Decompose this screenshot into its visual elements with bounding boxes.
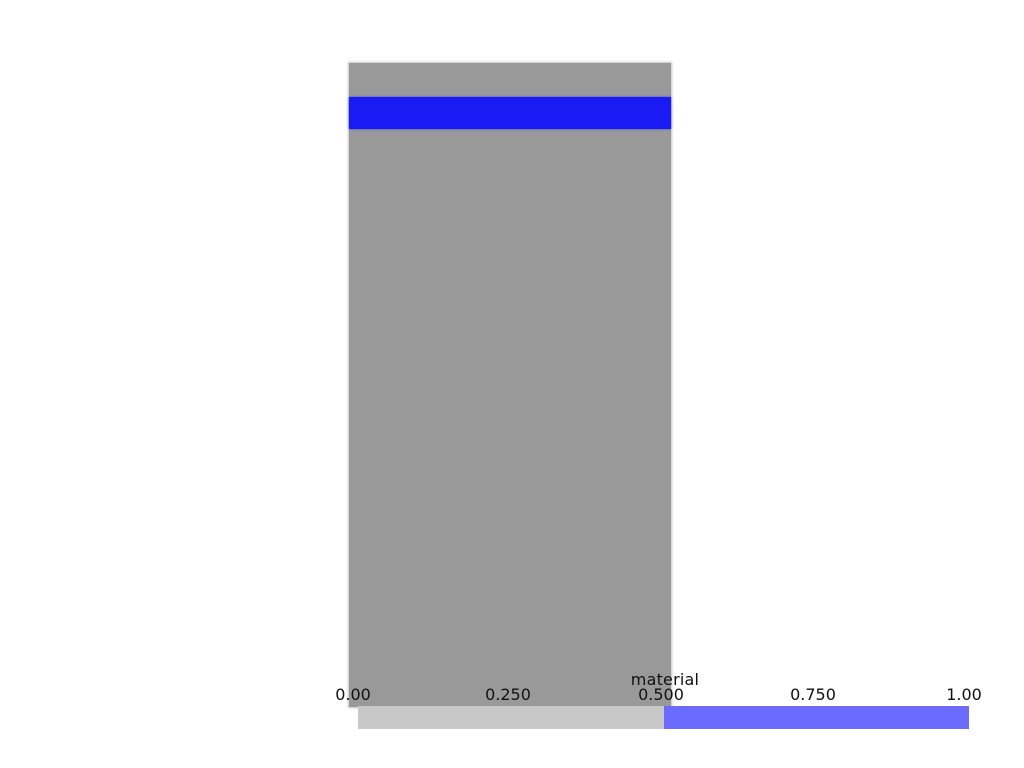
colorbar-tick-label: 0.750 xyxy=(790,685,836,704)
colorbar-low-segment xyxy=(358,706,664,729)
colorbar-tick-label: 0.00 xyxy=(335,685,371,704)
colorbar-tick-label: 0.250 xyxy=(485,685,531,704)
material-band xyxy=(349,97,671,129)
colorbar xyxy=(358,706,969,729)
mesh-block xyxy=(349,63,671,707)
colorbar-tick-label: 0.500 xyxy=(638,685,684,704)
colorbar-high-segment xyxy=(663,706,969,729)
colorbar-title: material xyxy=(630,670,700,689)
colorbar-tick-label: 1.00 xyxy=(946,685,982,704)
